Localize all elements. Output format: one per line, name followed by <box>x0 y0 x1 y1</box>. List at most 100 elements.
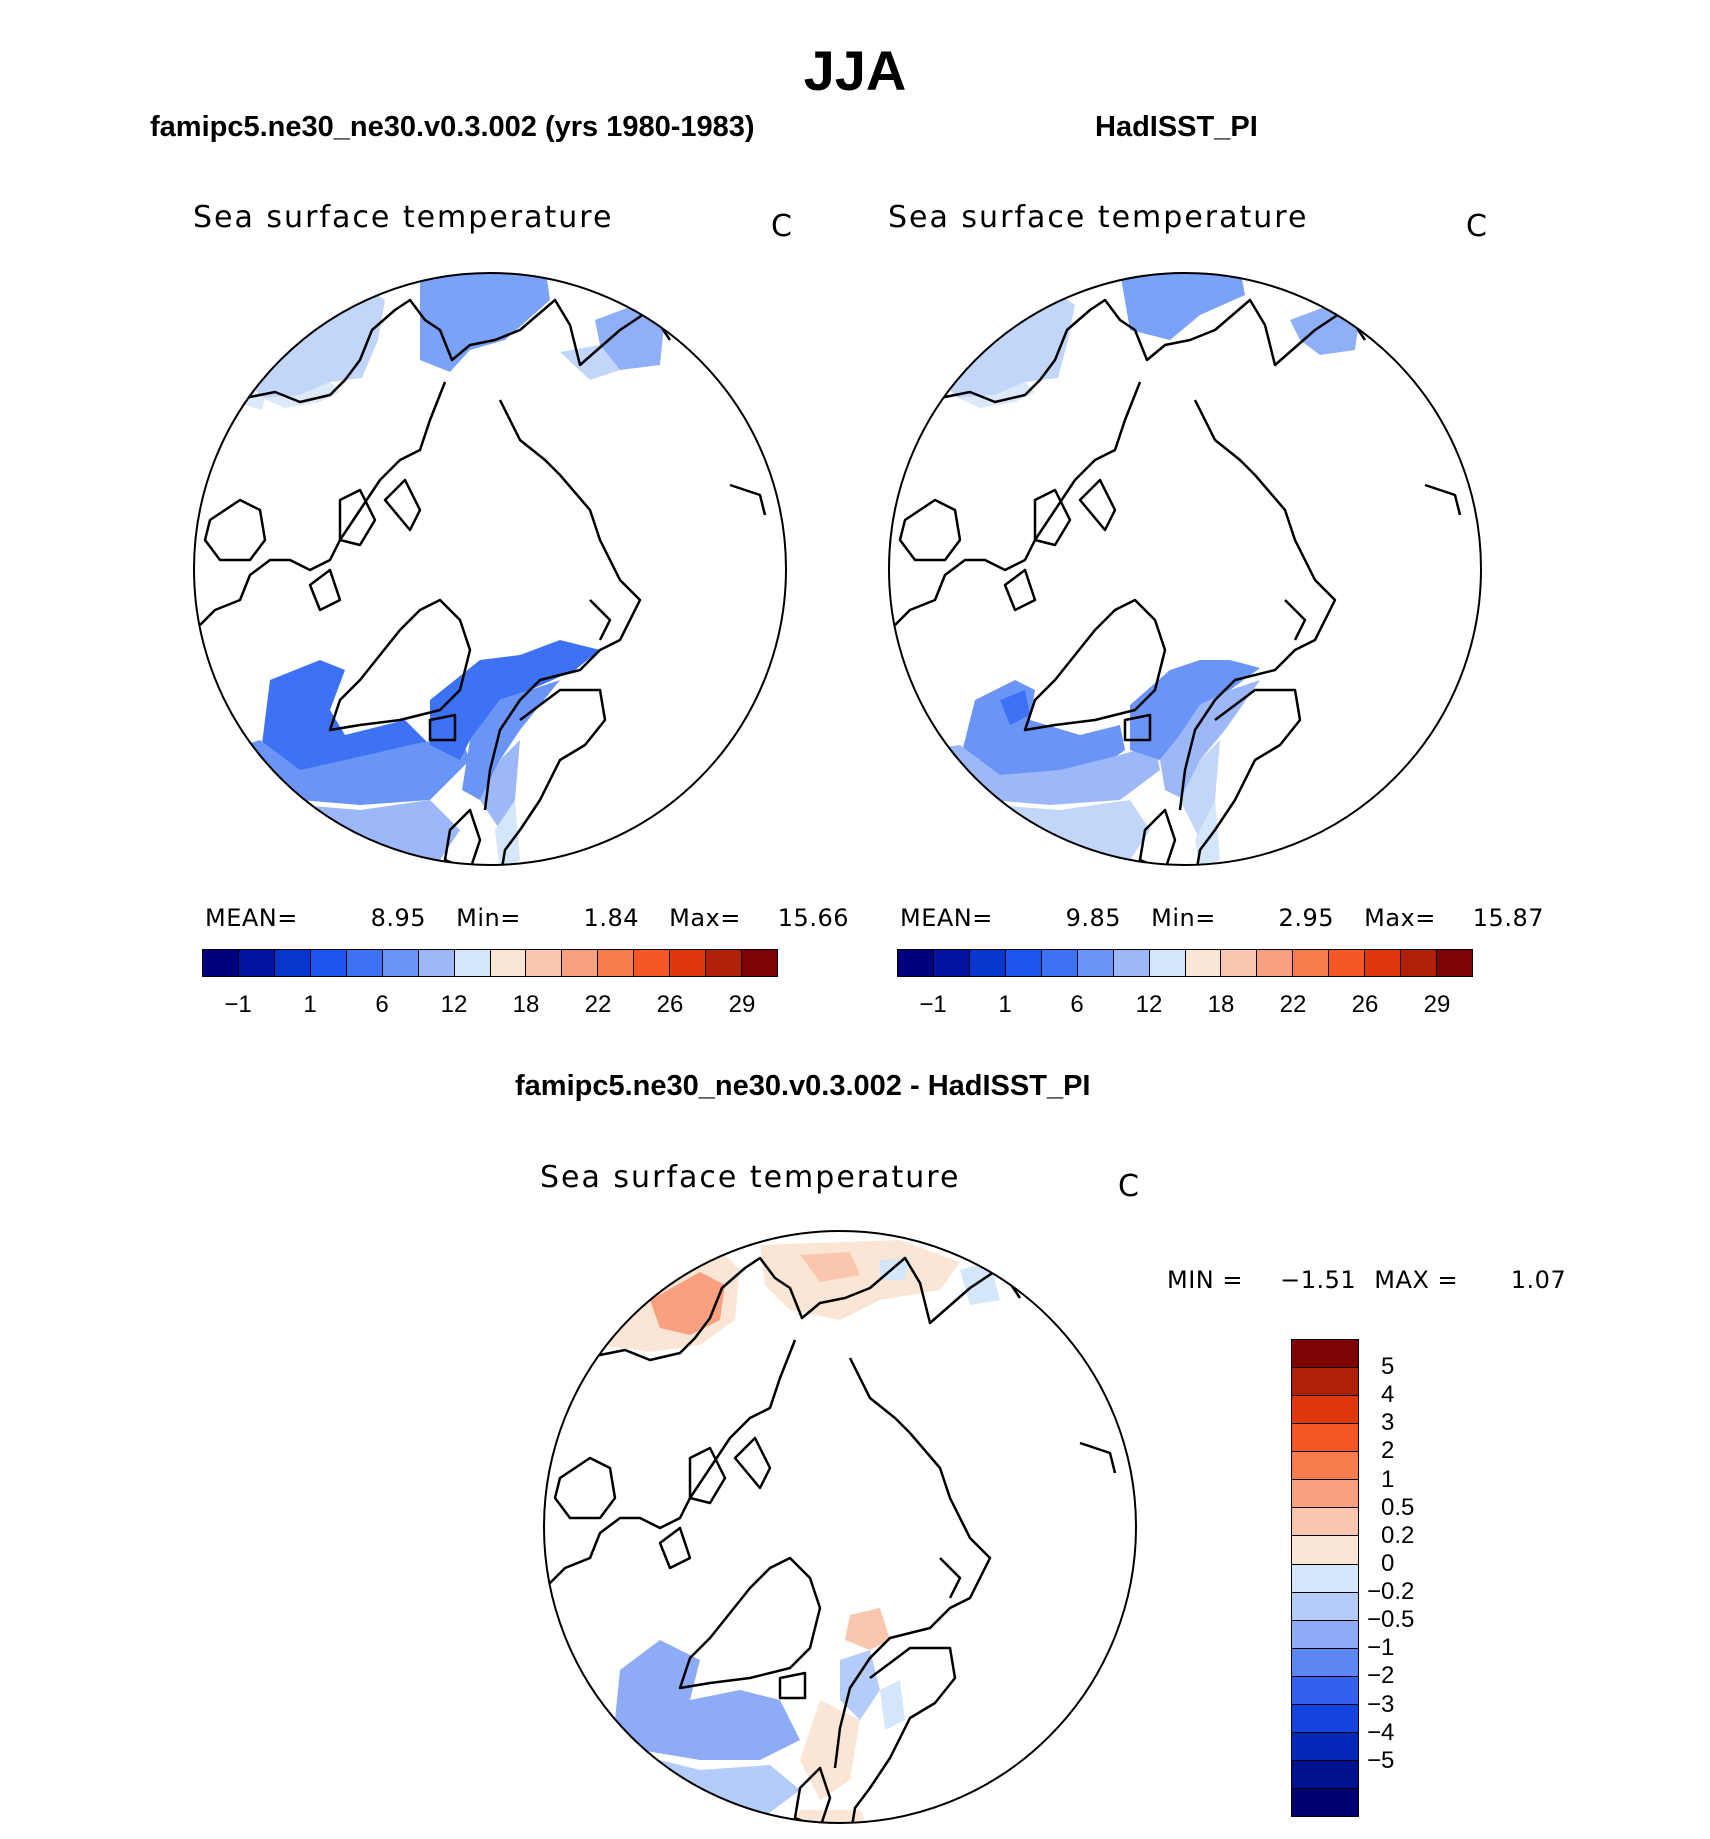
model-variable-label: Sea surface temperature <box>193 200 614 235</box>
diff-colorbar <box>1291 1339 1359 1817</box>
model-max-label: Max= <box>669 904 741 932</box>
diff-map-boundary <box>543 1230 1137 1824</box>
diff-colorbar-tick-label: 0 <box>1381 1549 1395 1577</box>
diff-colorbar-tick-label: 2 <box>1381 1437 1395 1465</box>
model-colorbar-tick-label: −1 <box>224 991 252 1018</box>
figure-title: JJA <box>803 39 907 102</box>
diff-colorbar-swatch <box>1292 1676 1358 1705</box>
model-colorbar-swatch <box>526 950 563 976</box>
model-map-boundary <box>193 272 787 866</box>
obs-colorbar-tick-label: 12 <box>1135 991 1163 1018</box>
diff-colorbar-swatch <box>1292 1340 1358 1369</box>
obs-colorbar-swatch <box>1221 950 1258 976</box>
diff-colorbar-tick-label: −2 <box>1367 1662 1395 1690</box>
model-colorbar-swatch <box>454 950 491 976</box>
model-colorbar-swatch <box>634 950 671 976</box>
obs-colorbar-tick-label: 26 <box>1351 991 1379 1018</box>
model-colorbar-swatch <box>562 950 599 976</box>
model-colorbar-tick-label: 18 <box>512 991 540 1018</box>
obs-min-value: 2.95 <box>1278 904 1334 932</box>
obs-stats: MEAN= 9.85 Min= 2.95 Max= 15.87 <box>900 904 1544 932</box>
diff-colorbar-tick-label: 4 <box>1381 1381 1395 1409</box>
obs-colorbar-swatch <box>1401 950 1438 976</box>
diff-colorbar-tick-label: −3 <box>1367 1690 1395 1718</box>
obs-max-label: Max= <box>1364 904 1436 932</box>
obs-colorbar-swatch <box>933 950 970 976</box>
model-max-value: 15.66 <box>777 904 849 932</box>
obs-variable-label: Sea surface temperature <box>888 200 1309 235</box>
obs-map-boundary <box>888 272 1482 866</box>
obs-colorbar-swatch <box>1437 950 1472 976</box>
obs-colorbar-swatch <box>1113 950 1150 976</box>
obs-colorbar-swatch <box>1293 950 1330 976</box>
obs-colorbar-swatch <box>969 950 1006 976</box>
model-colorbar-tick-label: 26 <box>656 991 684 1018</box>
diff-max-value: 1.07 <box>1510 1266 1567 1294</box>
obs-mean-value: 9.85 <box>1065 904 1121 932</box>
model-min-value: 1.84 <box>583 904 639 932</box>
obs-colorbar-swatch <box>1329 950 1366 976</box>
diff-colorbar-swatch <box>1292 1564 1358 1593</box>
model-colorbar-swatch <box>238 950 275 976</box>
diff-colorbar-tick-label: 0.5 <box>1381 1493 1415 1521</box>
obs-mean-label: MEAN= <box>900 904 993 932</box>
diff-units-label: C <box>1118 1169 1139 1204</box>
diff-colorbar-swatch <box>1292 1480 1358 1509</box>
obs-colorbar-swatch <box>1005 950 1042 976</box>
model-mean-value: 8.95 <box>370 904 426 932</box>
model-colorbar <box>202 949 778 977</box>
diff-colorbar-tick-label: −4 <box>1367 1718 1395 1746</box>
model-colorbar-swatch <box>382 950 419 976</box>
model-mean-label: MEAN= <box>205 904 298 932</box>
diff-colorbar-swatch <box>1292 1648 1358 1677</box>
diff-colorbar-tick-label: −5 <box>1367 1746 1395 1774</box>
obs-panel-title: HadISST_PI <box>1095 111 1258 143</box>
diff-min-value: −1.51 <box>1280 1266 1357 1294</box>
diff-colorbar-swatch <box>1292 1732 1358 1761</box>
model-colorbar-swatch <box>670 950 707 976</box>
diff-stats: MIN = −1.51 MAX = 1.07 <box>1167 1266 1566 1294</box>
model-colorbar-swatch <box>274 950 311 976</box>
diff-coastlines <box>549 1256 1117 1823</box>
model-colorbar-swatch <box>742 950 777 976</box>
diff-colorbar-swatch <box>1292 1424 1358 1453</box>
model-colorbar-swatch <box>598 950 635 976</box>
obs-colorbar-swatch <box>1077 950 1114 976</box>
model-colorbar-tick-label: 6 <box>375 991 389 1018</box>
model-colorbar-swatch <box>706 950 743 976</box>
obs-min-label: Min= <box>1151 904 1216 932</box>
diff-colorbar-swatch <box>1292 1536 1358 1565</box>
model-colorbar-swatch <box>310 950 347 976</box>
obs-colorbar-tick-label: 18 <box>1207 991 1235 1018</box>
diff-colorbar-swatch <box>1292 1760 1358 1789</box>
obs-coastlines <box>894 298 1462 865</box>
diff-colorbar-swatch <box>1292 1592 1358 1621</box>
diff-colorbar-tick-label: 5 <box>1381 1353 1395 1381</box>
diff-colorbar-tick-label: 0.2 <box>1381 1521 1415 1549</box>
diff-colorbar-swatch <box>1292 1508 1358 1537</box>
diff-min-label: MIN = <box>1167 1266 1243 1294</box>
diff-colorbar-tick-label: −0.5 <box>1367 1606 1415 1634</box>
diff-colorbar-swatch <box>1292 1452 1358 1481</box>
model-colorbar-swatch <box>418 950 455 976</box>
model-panel-title: famipc5.ne30_ne30.v0.3.002 (yrs 1980-198… <box>150 111 755 143</box>
model-colorbar-tick-label: 29 <box>728 991 756 1018</box>
diff-colorbar-tick-label: 1 <box>1381 1465 1395 1493</box>
obs-colorbar-swatch <box>1041 950 1078 976</box>
model-units-label: C <box>771 209 792 244</box>
obs-max-value: 15.87 <box>1472 904 1544 932</box>
obs-colorbar-swatch <box>1185 950 1222 976</box>
diff-colorbar-tick-label: −1 <box>1367 1634 1395 1662</box>
model-stats: MEAN= 8.95 Min= 1.84 Max= 15.66 <box>205 904 849 932</box>
obs-colorbar-tick-label: 22 <box>1279 991 1307 1018</box>
diff-colorbar-swatch <box>1292 1620 1358 1649</box>
obs-units-label: C <box>1466 209 1487 244</box>
obs-colorbar-tick-label: 1 <box>998 991 1012 1018</box>
diff-variable-label: Sea surface temperature <box>540 1160 961 1195</box>
model-colorbar-swatch <box>490 950 527 976</box>
diff-colorbar-swatch <box>1292 1789 1358 1817</box>
obs-colorbar-tick-label: 6 <box>1070 991 1084 1018</box>
